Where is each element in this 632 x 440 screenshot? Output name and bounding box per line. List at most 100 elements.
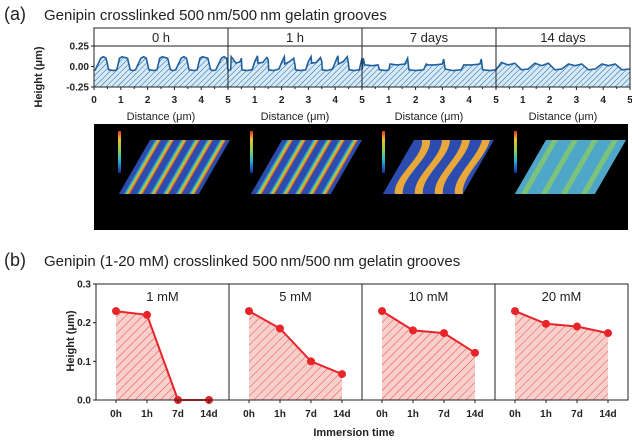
profile-xtick-label: 1: [386, 95, 392, 106]
profile-xtick-label: 4: [466, 95, 472, 106]
afm-ridge: [540, 140, 578, 195]
height-xtick-label: 7d: [438, 409, 450, 420]
height-line: [248, 310, 343, 376]
profile-chart-0: 0 h 0 1 2 3 4 5 Distance (μm) 0.25 0.00 -0.25: [66, 27, 231, 123]
profile-xtick-label: 1: [118, 95, 124, 106]
afm-ridge: [187, 140, 226, 195]
height-xtick-label: 1h: [274, 409, 286, 420]
profile-xtick-label: 5: [627, 95, 632, 106]
height-area: [382, 311, 475, 400]
height-point: [307, 357, 315, 366]
height-xtick-label: 1h: [540, 409, 552, 420]
afm-image-1: [250, 131, 362, 195]
profile-xtick-label: 2: [279, 95, 285, 106]
height-title: 20 mM: [542, 289, 582, 304]
profile-charts: 0 h 0 1 2 3 4 5 Distance (μm) 0.25 0.00 -0.25 1 h 1 2…: [66, 27, 632, 123]
height-point: [604, 329, 612, 338]
height-xtick-label: 7d: [305, 409, 317, 420]
height-point: [338, 370, 346, 379]
height-chart-0: 1 mM 0h 1h 7d 14d 0.0 0.1 0.2 0.3: [77, 280, 230, 420]
afm-ridge: [434, 140, 470, 195]
afm-surface: [250, 140, 362, 195]
profile-xtick-label: 3: [574, 95, 580, 106]
profile-line: [495, 61, 631, 71]
profile-xtick-label: 5: [359, 95, 365, 106]
profile-title: 0 h: [152, 30, 170, 45]
panel-b-title: Genipin (1-20 mM) crosslinked 500 nm/500…: [44, 253, 460, 270]
profile-xtick-label: 2: [145, 95, 151, 106]
profile-ytick-label: -0.25: [66, 83, 89, 94]
height-area: [116, 311, 209, 400]
afm-ridge: [148, 140, 187, 195]
profile-xtick-label: 3: [306, 95, 312, 106]
height-point: [440, 329, 448, 338]
panel-b-xlabel: Immersion time: [313, 427, 394, 439]
height-point: [542, 319, 550, 328]
profile-area: [362, 58, 496, 87]
height-point: [573, 322, 581, 331]
height-title: 10 mM: [409, 289, 449, 304]
profile-title: 7 days: [410, 30, 449, 45]
profile-line: [93, 55, 229, 72]
height-xtick-label: 1h: [141, 409, 153, 420]
height-ytick-label: 0.0: [77, 396, 91, 407]
profile-xtick-label: 1: [252, 95, 258, 106]
height-chart-2: 10 mM 0h 1h 7d 14d: [361, 283, 496, 420]
profile-xtick-label: 3: [440, 95, 446, 106]
profile-xtick-label: 4: [198, 95, 204, 106]
afm-colorbar: [514, 131, 517, 173]
height-ytick-label: 0.2: [77, 318, 91, 329]
profile-title: 1 h: [286, 30, 304, 45]
afm-colorbar: [382, 131, 385, 173]
afm-3d-images: [94, 124, 628, 230]
afm-ridge: [306, 140, 345, 195]
profile-xtick-label: 4: [332, 95, 338, 106]
afm-base: [382, 140, 494, 195]
height-xtick-label: 14d: [333, 409, 350, 420]
profile-xtick-label: 2: [547, 95, 553, 106]
profile-xlabel: Distance (μm): [127, 111, 196, 123]
height-line: [381, 310, 476, 354]
height-title: 5 mM: [279, 289, 312, 304]
afm-surface: [382, 140, 494, 195]
profile-xlabel: Distance (μm): [395, 111, 464, 123]
afm-colorbar: [250, 131, 253, 173]
afm-ridge: [454, 140, 490, 195]
afm-surface: [514, 140, 626, 195]
height-chart-1: 5 mM 0h 1h 7d 14d: [228, 283, 363, 420]
profile-xtick-label: 3: [172, 95, 178, 106]
afm-image-3: [514, 131, 626, 195]
profile-xtick-label: 2: [413, 95, 419, 106]
profile-line: [361, 55, 497, 72]
afm-ridge: [394, 140, 431, 195]
height-area: [515, 311, 608, 400]
height-xtick-label: 1h: [407, 409, 419, 420]
afm-ridge: [174, 140, 213, 195]
height-frame: [494, 283, 629, 401]
afm-flat: [514, 140, 626, 195]
height-point: [471, 348, 479, 357]
panel-a-ylabel: Height (μm): [33, 46, 45, 107]
profile-xtick-label: 5: [493, 95, 499, 106]
height-xtick-label: 7d: [571, 409, 583, 420]
profile-xtick-label: 5: [225, 95, 231, 106]
afm-ridge: [254, 140, 293, 195]
height-xtick-label: 0h: [110, 409, 122, 420]
profile-xlabel: Distance (μm): [261, 111, 330, 123]
profile-ytick-label: 0.25: [70, 42, 90, 53]
height-xtick-label: 14d: [599, 409, 616, 420]
afm-image-0: [118, 131, 230, 195]
afm-colorbar: [118, 131, 121, 173]
height-xtick-label: 0h: [376, 409, 388, 420]
height-xtick-label: 0h: [509, 409, 521, 420]
afm-ridge: [122, 140, 161, 195]
height-point: [143, 310, 151, 319]
profile-chart-1: 1 h 1 2 3 4 5 Distance (μm): [227, 27, 365, 123]
height-area: [249, 311, 342, 400]
afm-ridge: [293, 140, 332, 195]
height-chart-3: 20 mM 0h 1h 7d 14d: [494, 283, 629, 420]
height-point: [245, 307, 253, 316]
afm-surface: [118, 140, 230, 195]
panel-a-title: Genipin crosslinked 500 nm/500 nm gelati…: [44, 7, 387, 24]
